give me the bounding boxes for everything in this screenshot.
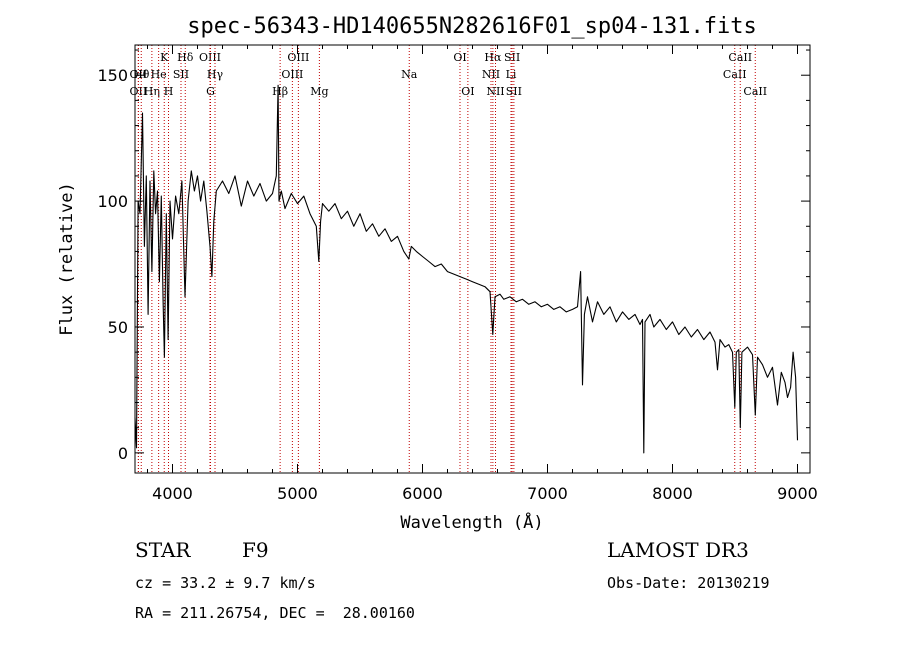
series-line-flux: [134, 84, 799, 454]
line-marker-label-1: Hθ: [133, 68, 150, 81]
x-tick-label-2: 6000: [402, 484, 443, 503]
line-marker-label-3: Hη: [144, 85, 160, 98]
line-marker-label-19: Hα: [484, 51, 502, 64]
line-marker-label-0: OII: [130, 85, 148, 98]
y-tick-label-3: 150: [97, 66, 128, 85]
obs-date-text: Obs-Date: 20130219: [607, 574, 770, 592]
line-marker-label-8: Hδ: [177, 51, 194, 64]
redshift-text: cz = 33.2 ± 9.7 km/s: [135, 574, 316, 592]
line-marker-label-25: CaII: [723, 68, 747, 81]
series-layer: [134, 84, 799, 454]
line-marker-label-20: NII: [482, 68, 500, 81]
y-axis-label: Flux (relative): [57, 182, 77, 336]
line-marker-label-5: K: [160, 51, 169, 64]
y-tick-label-0: 0: [118, 444, 128, 463]
line-marker-label-18: OI: [461, 85, 474, 98]
line-marker-label-23: Li: [506, 68, 517, 81]
x-tick-label-1: 5000: [277, 484, 318, 503]
line-marker-label-24: SII: [506, 85, 522, 98]
spectral-subclass: F9: [242, 538, 269, 562]
object-class: STAR: [135, 538, 191, 562]
x-tick-label-5: 9000: [777, 484, 818, 503]
line-marker-label-4: He: [151, 68, 167, 81]
line-marker-label-27: CaII: [743, 85, 767, 98]
axis-ticks: 4000 5000 6000 7000 8000 9000 0 50 100 150: [97, 45, 818, 503]
line-marker-label-7: SII: [173, 68, 189, 81]
y-tick-label-2: 100: [97, 192, 128, 211]
line-marker-label-17: OI: [453, 51, 466, 64]
line-marker-label-21: NII: [486, 85, 504, 98]
line-marker-label-12: Hβ: [272, 85, 288, 98]
y-tick-label-1: 50: [108, 318, 128, 337]
survey-name: LAMOST DR3: [607, 538, 749, 562]
line-marker-label-14: OIII: [287, 51, 309, 64]
line-marker-label-13: OIII: [281, 68, 303, 81]
x-axis-label: Wavelength (Å): [400, 511, 543, 533]
line-marker-label-22: SII: [504, 51, 520, 64]
line-markers: OIIHθOIIHηHeKHSIIHδOIIIGHγHβOIIIOIIIMgNa…: [130, 45, 767, 473]
line-marker-label-26: CaII: [728, 51, 752, 64]
line-marker-label-6: H: [164, 85, 174, 98]
coordinates-text: RA = 211.26754, DEC = 28.00160: [135, 604, 415, 622]
chart-title: spec-56343-HD140655N282616F01_sp04-131.f…: [187, 14, 757, 39]
x-tick-label-0: 4000: [152, 484, 193, 503]
plot-frame: [134, 44, 811, 474]
x-tick-label-3: 7000: [527, 484, 568, 503]
line-marker-label-11: Hγ: [207, 68, 224, 81]
line-marker-label-16: Na: [401, 68, 418, 81]
line-marker-label-2: OII: [130, 68, 148, 81]
line-marker-label-10: G: [206, 85, 215, 98]
line-marker-label-15: Mg: [310, 85, 328, 98]
x-tick-label-4: 8000: [652, 484, 693, 503]
